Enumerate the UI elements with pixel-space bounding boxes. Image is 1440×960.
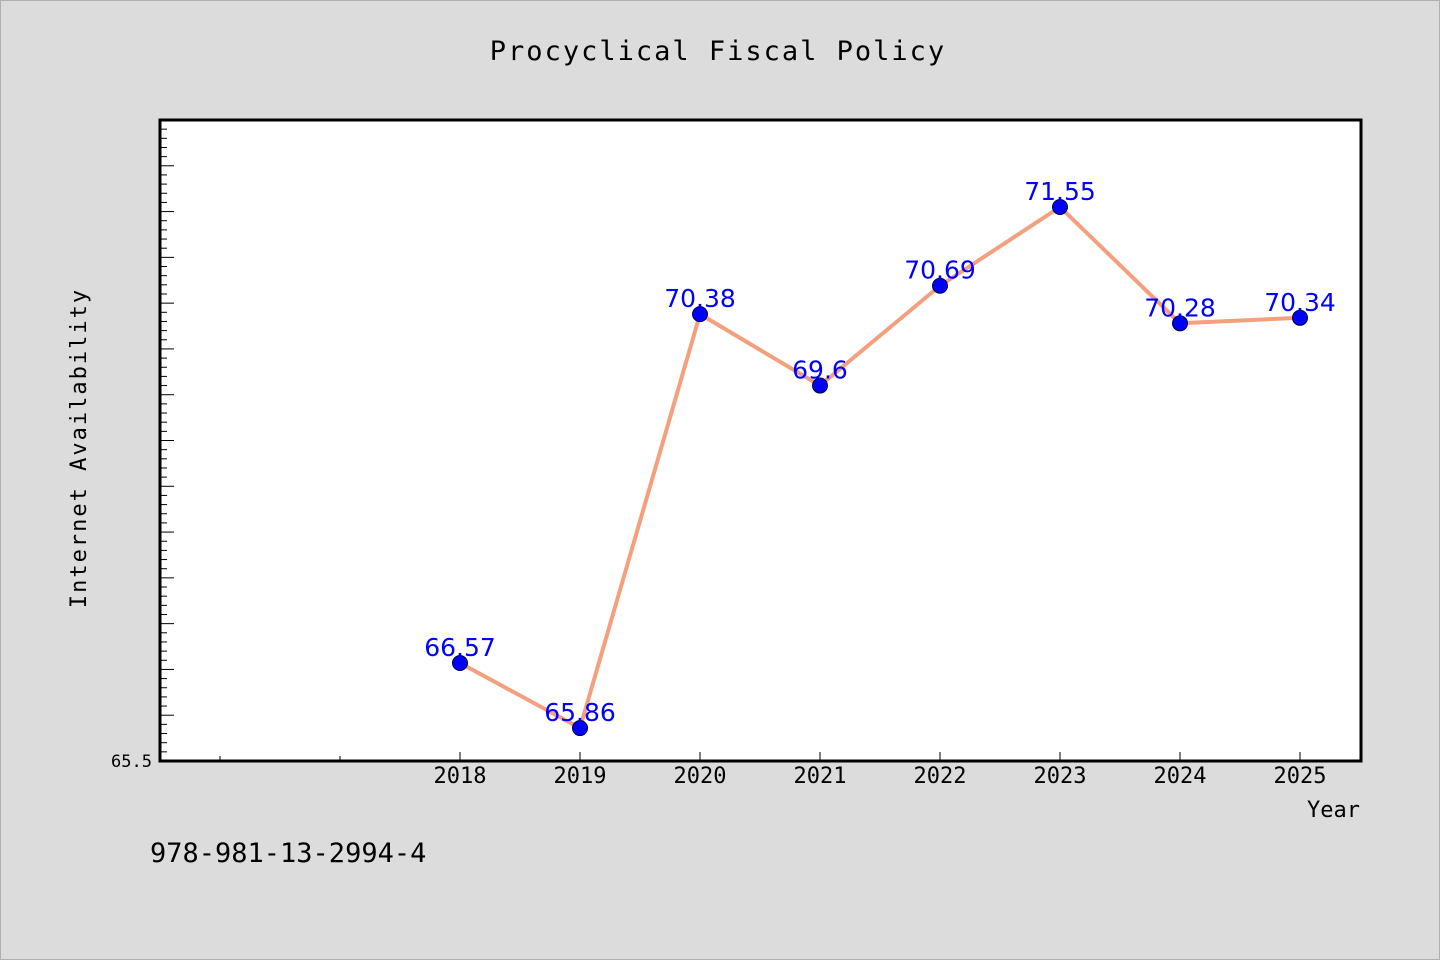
plot-area xyxy=(160,120,1361,761)
x-tick-label: 2024 xyxy=(1154,764,1207,789)
data-point xyxy=(572,720,588,737)
x-tick-label: 2022 xyxy=(914,764,967,789)
x-tick-label: 2023 xyxy=(1034,764,1087,789)
data-point xyxy=(1292,309,1308,326)
data-point xyxy=(932,277,948,294)
plot-border xyxy=(158,118,1363,763)
x-tick-labels: 2018 2019 2020 2021 2022 2023 2024 2025 xyxy=(434,764,1327,789)
data-label-layer: 66.57 65.86 70.38 69.6 70.69 71.55 70.28 70.34 xyxy=(424,177,1336,727)
data-label: 70.69 xyxy=(904,256,976,285)
x-tick-label: 2020 xyxy=(674,764,727,789)
y-axis-label: Internet Availability xyxy=(67,288,92,608)
data-point xyxy=(452,655,468,672)
data-label: 70.28 xyxy=(1144,293,1216,322)
data-label: 69.6 xyxy=(792,356,848,385)
series-line xyxy=(459,204,1301,731)
data-label: 66.57 xyxy=(424,633,496,662)
data-label: 71.55 xyxy=(1024,177,1096,206)
chart-title: Procyclical Fiscal Policy xyxy=(490,36,946,67)
data-label: 70.34 xyxy=(1264,288,1336,317)
isbn-text: 978-981-13-2994-4 xyxy=(150,838,426,869)
x-tick-label: 2021 xyxy=(794,764,847,789)
series-layer xyxy=(452,198,1308,737)
x-tick-label: 2018 xyxy=(434,764,487,789)
data-label: 65.86 xyxy=(544,698,616,727)
data-point xyxy=(692,306,708,323)
y-tick-label: 65.5 xyxy=(111,752,152,772)
data-point xyxy=(1052,198,1068,215)
data-point xyxy=(1172,315,1188,332)
x-tick-label: 2019 xyxy=(554,764,607,789)
x-axis-label: Year xyxy=(1307,798,1360,823)
x-tick-label: 2025 xyxy=(1274,764,1327,789)
data-point xyxy=(812,377,828,394)
data-label: 70.38 xyxy=(664,284,736,313)
